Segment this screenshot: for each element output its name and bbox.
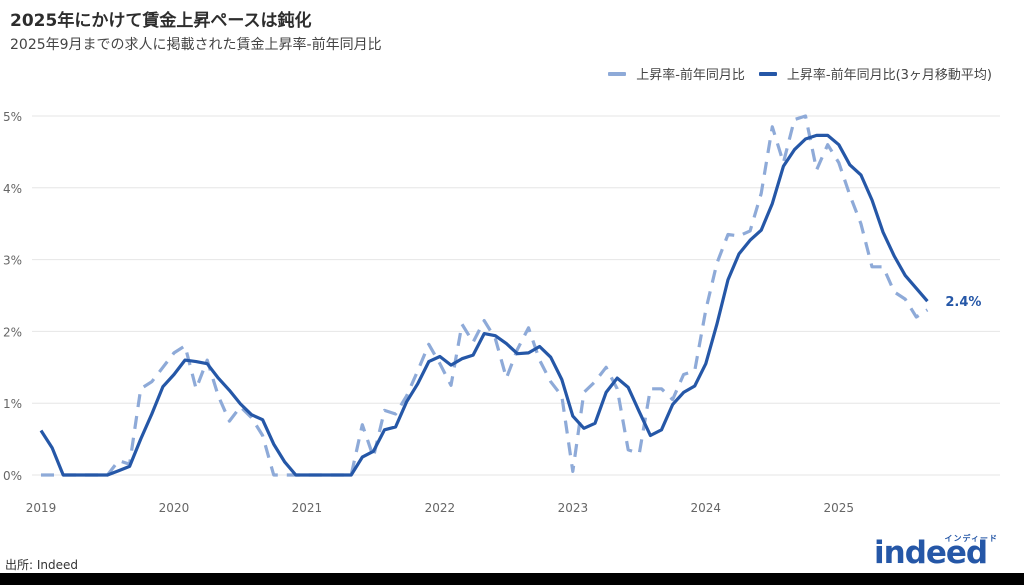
legend-label-moving-average: 上昇率-前年同月比(3ヶ月移動平均) <box>786 68 992 83</box>
logo-wordmark: indeed <box>874 535 988 571</box>
end-value-label: 2.4% <box>945 295 981 310</box>
series-line-moving-average <box>39 133 929 477</box>
chart-legend: 上昇率-前年同月比 上昇率-前年同月比(3ヶ月移動平均) <box>608 64 992 83</box>
logo-kana: インディード <box>944 534 998 543</box>
x-tick-label: 2019 <box>26 501 57 515</box>
legend-label-raw: 上昇率-前年同月比 <box>636 68 745 83</box>
y-tick-label: 0% <box>3 469 22 483</box>
gridlines <box>32 115 1000 476</box>
source-note: 出所: Indeed <box>5 558 79 572</box>
bottom-bar <box>0 573 1024 585</box>
y-tick-label: 4% <box>3 182 22 196</box>
x-tick-label: 2023 <box>558 501 589 515</box>
x-tick-label: 2022 <box>425 501 456 515</box>
y-tick-label: 3% <box>3 254 22 268</box>
legend-swatch-solid-icon <box>758 71 777 76</box>
x-tick-label: 2021 <box>292 501 323 515</box>
x-tick-label: 2020 <box>159 501 190 515</box>
y-tick-label: 5% <box>3 110 22 124</box>
chart-title: 2025年にかけて賃金上昇ペースは鈍化 <box>10 11 312 31</box>
chart-subtitle: 2025年9月までの求人に掲載された賃金上昇率-前年同月比 <box>10 37 382 53</box>
legend-item-raw: 上昇率-前年同月比 <box>608 64 745 83</box>
y-tick-label: 2% <box>3 325 22 339</box>
legend-swatch-dashed-icon <box>608 71 627 76</box>
y-tick-label: 1% <box>3 397 22 411</box>
indeed-logo: インディード indeed <box>868 533 998 573</box>
x-tick-label: 2025 <box>823 501 854 515</box>
x-tick-label: 2024 <box>691 501 722 515</box>
y-axis: 0% 1% 2% 3% 4% 5% <box>3 110 22 483</box>
series-line-raw <box>41 114 929 477</box>
x-axis: 2019 2020 2021 2022 2023 2024 2025 <box>26 501 854 515</box>
legend-item-moving-average: 上昇率-前年同月比(3ヶ月移動平均) <box>758 64 992 83</box>
